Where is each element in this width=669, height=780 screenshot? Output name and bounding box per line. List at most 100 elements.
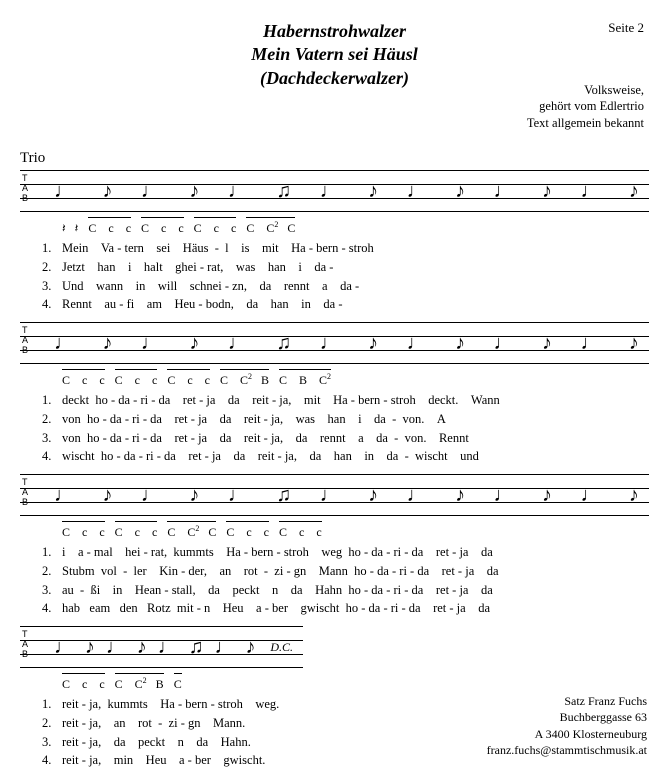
chord-row: C c cC C2 BC xyxy=(20,670,649,693)
verse-number: 2. xyxy=(42,410,62,429)
note: ♪ xyxy=(102,333,112,353)
note: ♩ xyxy=(320,181,340,201)
staff-system: T A B♩♪♩♪♩♫♩♪♩♪♩♪♩♪𝄽 𝄽C c cC c cC c cC C… xyxy=(20,170,649,314)
staff-line: T A B♩♪♩♪♩♫♩♪♩♪♩♪♩♪ xyxy=(20,474,649,516)
staff-system: T A B♩♪♩♪♩♫♩♪♩♪♩♪♩♪C c cC c cC C2 CC c c… xyxy=(20,474,649,618)
note: ♩ xyxy=(320,333,340,353)
notation-row: ♩♪♩♪♩♫♩♪♩♪♩♪♩♪ xyxy=(48,171,645,211)
verse-number: 4. xyxy=(42,295,62,314)
lyric-row: 1.i a - mal hei - rat, kummts Ha - bern … xyxy=(20,543,649,562)
title-line-2: Mein Vatern sei Häusl xyxy=(20,43,649,66)
chord-text: C c cC C2 BC xyxy=(62,673,649,693)
lyric-row: 4.wischt ho - da - ri - da ret - ja da r… xyxy=(20,447,649,466)
chord-segment: C c c xyxy=(62,521,105,541)
note: ♪ xyxy=(542,181,552,201)
note: ♪ xyxy=(455,181,465,201)
lyric-text: au - ßi in Hean - stall, da peckt n da H… xyxy=(62,581,649,600)
chord-text: C c cC c cC C2 CC c cC c c xyxy=(62,521,649,541)
chord-segment: C c c xyxy=(141,217,184,237)
verse-number: 2. xyxy=(42,714,62,733)
note: ♩ xyxy=(54,333,74,353)
lyric-text: hab eam den Rotz mit - n Heu a - ber gwi… xyxy=(62,599,649,618)
note: ♪ xyxy=(368,485,378,505)
lyric-text: i a - mal hei - rat, kummts Ha - bern - … xyxy=(62,543,649,562)
tab-clef: T A B xyxy=(22,173,28,203)
note: ♩ xyxy=(141,333,161,353)
chord-segment: C c c xyxy=(226,521,269,541)
note: ♪ xyxy=(245,637,255,657)
staff-line: T A B♩♪♩♪♩♫♩♪♩♪♩♪♩♪ xyxy=(20,322,649,364)
lyric-text: wischt ho - da - ri - da ret - ja da rei… xyxy=(62,447,649,466)
footer-line-4: franz.fuchs@stammtischmusik.at xyxy=(487,742,647,758)
note: ♩ xyxy=(215,637,235,657)
chord-segment: C C2 B xyxy=(220,369,269,389)
chord-segment: C c c xyxy=(62,369,105,389)
footer-line-3: A 3400 Klosterneuburg xyxy=(487,726,647,742)
note: ♪ xyxy=(629,485,639,505)
lyric-text: Stubm vol - ler Kin - der, an rot - zi -… xyxy=(62,562,649,581)
note: ♪ xyxy=(455,485,465,505)
note: ♪ xyxy=(189,181,199,201)
note: ♩ xyxy=(228,181,248,201)
note: ♪ xyxy=(85,637,95,657)
lyric-row: 1.Mein Va - tern sei Häus - l is mit Ha … xyxy=(20,239,649,258)
lyric-row: 2.Jetzt han i halt ghei - rat, was han i… xyxy=(20,258,649,277)
note: ♩ xyxy=(320,485,340,505)
verse-number: 1. xyxy=(42,695,62,714)
lyric-row: 1.deckt ho - da - ri - da ret - ja da re… xyxy=(20,391,649,410)
verse-number: 4. xyxy=(42,447,62,466)
note: ♪ xyxy=(189,333,199,353)
lyric-row: 3.von ho - da - ri - da ret - ja da reit… xyxy=(20,429,649,448)
verse-number: 1. xyxy=(42,239,62,258)
lyric-row: 3.au - ßi in Hean - stall, da peckt n da… xyxy=(20,581,649,600)
note: ♩ xyxy=(141,485,161,505)
note: ♪ xyxy=(137,637,147,657)
note: ♪ xyxy=(368,333,378,353)
verse-number: 3. xyxy=(42,733,62,752)
note: ♪ xyxy=(368,181,378,201)
note: ♩ xyxy=(407,485,427,505)
note: ♩ xyxy=(54,637,74,657)
chord-segment: C c c xyxy=(115,369,158,389)
staff-system: T A B♩♪♩♪♩♫♩♪♩♪♩♪♩♪C c cC c cC c cC C2 B… xyxy=(20,322,649,466)
verse-number: 2. xyxy=(42,258,62,277)
verse-number: 3. xyxy=(42,277,62,296)
note: ♩ xyxy=(106,637,126,657)
notation-row: ♩♪♩♪♩♫♩♪D.C. xyxy=(48,627,299,667)
note: ♩ xyxy=(228,333,248,353)
subtitle-2: gehört vom Edlertrio xyxy=(527,98,644,114)
note: ♪ xyxy=(455,333,465,353)
note: ♪ xyxy=(629,181,639,201)
verse-number: 3. xyxy=(42,581,62,600)
staff-line: T A B♩♪♩♪♩♫♩♪♩♪♩♪♩♪ xyxy=(20,170,649,212)
notation-row: ♩♪♩♪♩♫♩♪♩♪♩♪♩♪ xyxy=(48,475,645,515)
note: ♩ xyxy=(141,181,161,201)
chord-segment: C B C2 xyxy=(279,369,331,389)
chord-segment: C c c xyxy=(167,369,210,389)
page-number: Seite 2 xyxy=(608,20,644,36)
chord-row: C c c C c c C c c C C2 B C B C2 xyxy=(20,366,649,389)
trio-label: Trio xyxy=(20,150,649,167)
subtitle-1: Volksweise, xyxy=(527,82,644,98)
music-systems: T A B♩♪♩♪♩♫♩♪♩♪♩♪♩♪𝄽 𝄽C c cC c cC c cC C… xyxy=(20,170,649,770)
verse-number: 3. xyxy=(42,429,62,448)
note: ♪ xyxy=(102,485,112,505)
tab-clef: T A B xyxy=(22,325,28,355)
note: ♫ xyxy=(276,333,291,353)
staff-line: T A B♩♪♩♪♩♫♩♪D.C. xyxy=(20,626,303,668)
verse-number: 4. xyxy=(42,599,62,618)
lyric-text: von ho - da - ri - da ret - ja da reit -… xyxy=(62,410,649,429)
lyric-row: 4.hab eam den Rotz mit - n Heu a - ber g… xyxy=(20,599,649,618)
lyrics-block: 1.deckt ho - da - ri - da ret - ja da re… xyxy=(20,391,649,466)
notation-row: ♩♪♩♪♩♫♩♪♩♪♩♪♩♪ xyxy=(48,323,645,363)
note: ♩ xyxy=(228,485,248,505)
lyrics-block: 1.i a - mal hei - rat, kummts Ha - bern … xyxy=(20,543,649,618)
note: ♪ xyxy=(542,485,552,505)
note: ♩ xyxy=(494,485,514,505)
title-line-1: Habernstrohwalzer xyxy=(20,20,649,43)
chord-segment: C C2 B xyxy=(115,673,164,693)
note: ♫ xyxy=(276,181,291,201)
verse-number: 2. xyxy=(42,562,62,581)
title-block: Habernstrohwalzer Mein Vatern sei Häusl … xyxy=(20,20,649,90)
chord-segment: C c c xyxy=(62,673,105,693)
